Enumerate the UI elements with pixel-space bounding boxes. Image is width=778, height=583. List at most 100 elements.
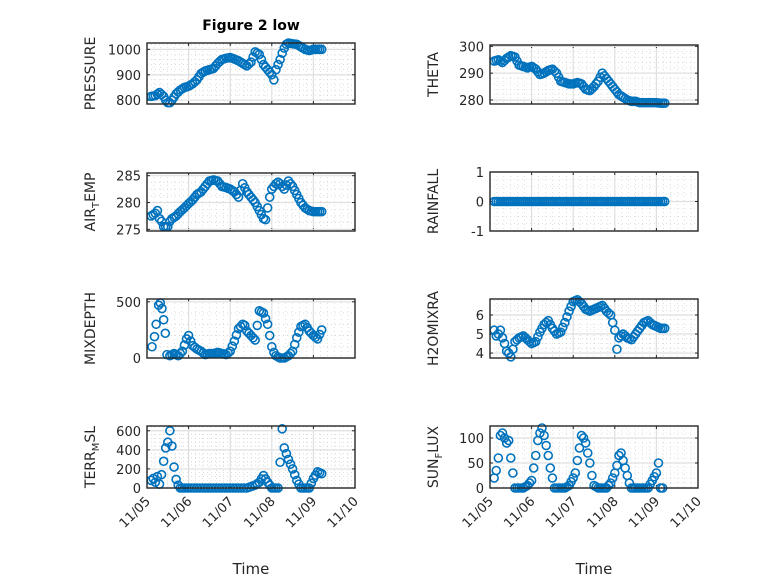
y-axis-label: PRESSURE (83, 37, 99, 111)
x-tick-label: 11/07 (200, 494, 237, 531)
data-point (247, 481, 258, 491)
data-point (239, 182, 250, 193)
data-point (570, 468, 581, 478)
data-point (603, 308, 614, 318)
data-point (543, 450, 554, 461)
y-tick-label: -1 (471, 225, 484, 240)
x-tick-label: 11/09 (283, 494, 320, 531)
axes-box (146, 42, 356, 105)
data-point (653, 322, 664, 333)
data-point (497, 428, 508, 438)
data-point (248, 332, 258, 343)
data-point (503, 52, 514, 62)
data-point (495, 56, 506, 66)
data-point (591, 79, 601, 89)
data-point (223, 348, 233, 358)
x-tick-label: 11/08 (242, 494, 279, 531)
data-point (277, 181, 288, 192)
data-point (616, 331, 626, 341)
data-point (183, 330, 194, 341)
data-point (564, 306, 574, 316)
data-point (605, 478, 616, 488)
data-point (271, 64, 281, 75)
axes-box (489, 171, 699, 232)
data-point (657, 323, 668, 334)
y-tick-label: 500 (116, 296, 141, 311)
data-point (508, 468, 518, 478)
x-tick-label: 11/07 (543, 494, 580, 531)
y-tick-label: 285 (116, 170, 141, 185)
y-tick-label: 900 (116, 69, 141, 84)
data-point (314, 44, 325, 55)
data-point (289, 185, 300, 196)
data-point (582, 448, 593, 458)
y-axis-label: H2OMIXRA (426, 291, 442, 366)
data-point (516, 332, 527, 342)
data-point (582, 85, 593, 95)
data-point (545, 319, 556, 330)
data-point (657, 196, 668, 207)
x-tick-label: 11/10 (668, 494, 705, 531)
data-point (239, 59, 250, 70)
axes-box (489, 44, 699, 105)
data-point (294, 327, 304, 337)
y-tick-label: 100 (459, 432, 484, 447)
data-point (505, 453, 516, 463)
data-point (570, 295, 581, 306)
data-point (524, 336, 535, 347)
data-point (167, 441, 177, 451)
data-point (566, 476, 576, 487)
data-point (576, 430, 587, 441)
x-tick-label: 11/06 (501, 494, 538, 531)
data-point (653, 98, 664, 108)
data-point (503, 435, 514, 446)
y-tick-label: 280 (116, 197, 141, 212)
data-point (229, 336, 240, 346)
data-point (310, 44, 321, 55)
data-point (587, 470, 597, 481)
data-point (539, 430, 549, 441)
data-point (545, 65, 556, 75)
y-tick-label: 1 (476, 166, 484, 181)
data-point (244, 59, 254, 69)
data-point (147, 341, 157, 352)
data-point (316, 325, 327, 335)
x-axis-label-left: Time (232, 560, 270, 578)
x-tick-label: 11/06 (158, 494, 195, 531)
data-point (279, 443, 290, 453)
data-point (264, 67, 275, 78)
data-point (607, 473, 618, 483)
data-point (595, 72, 606, 82)
data-point (239, 320, 250, 331)
x-tick-label: 11/05 (117, 494, 154, 531)
data-point (603, 480, 614, 491)
data-point (252, 201, 263, 212)
y-tick-label: 5 (476, 328, 484, 343)
data-point (314, 329, 325, 340)
data-point (497, 333, 508, 343)
data-point (501, 438, 512, 448)
data-point (169, 462, 179, 472)
data-point (273, 59, 283, 70)
y-tick-label: 290 (459, 67, 484, 82)
data-point (545, 463, 556, 473)
axes-box (146, 425, 356, 489)
y-tick-label: 6 (476, 309, 484, 324)
data-point (158, 456, 169, 467)
data-point (256, 474, 267, 484)
y-tick-label: 50 (467, 457, 484, 472)
data-point (277, 424, 288, 434)
y-tick-label: 200 (116, 463, 141, 478)
data-point (275, 457, 285, 468)
y-tick-label: 800 (116, 94, 141, 109)
data-point (653, 458, 664, 468)
data-point (580, 438, 591, 448)
data-point (312, 334, 323, 344)
data-point (657, 98, 668, 108)
y-tick-label: 0 (133, 482, 141, 497)
data-point (289, 339, 300, 350)
data-point (572, 455, 583, 466)
data-point (157, 303, 167, 314)
